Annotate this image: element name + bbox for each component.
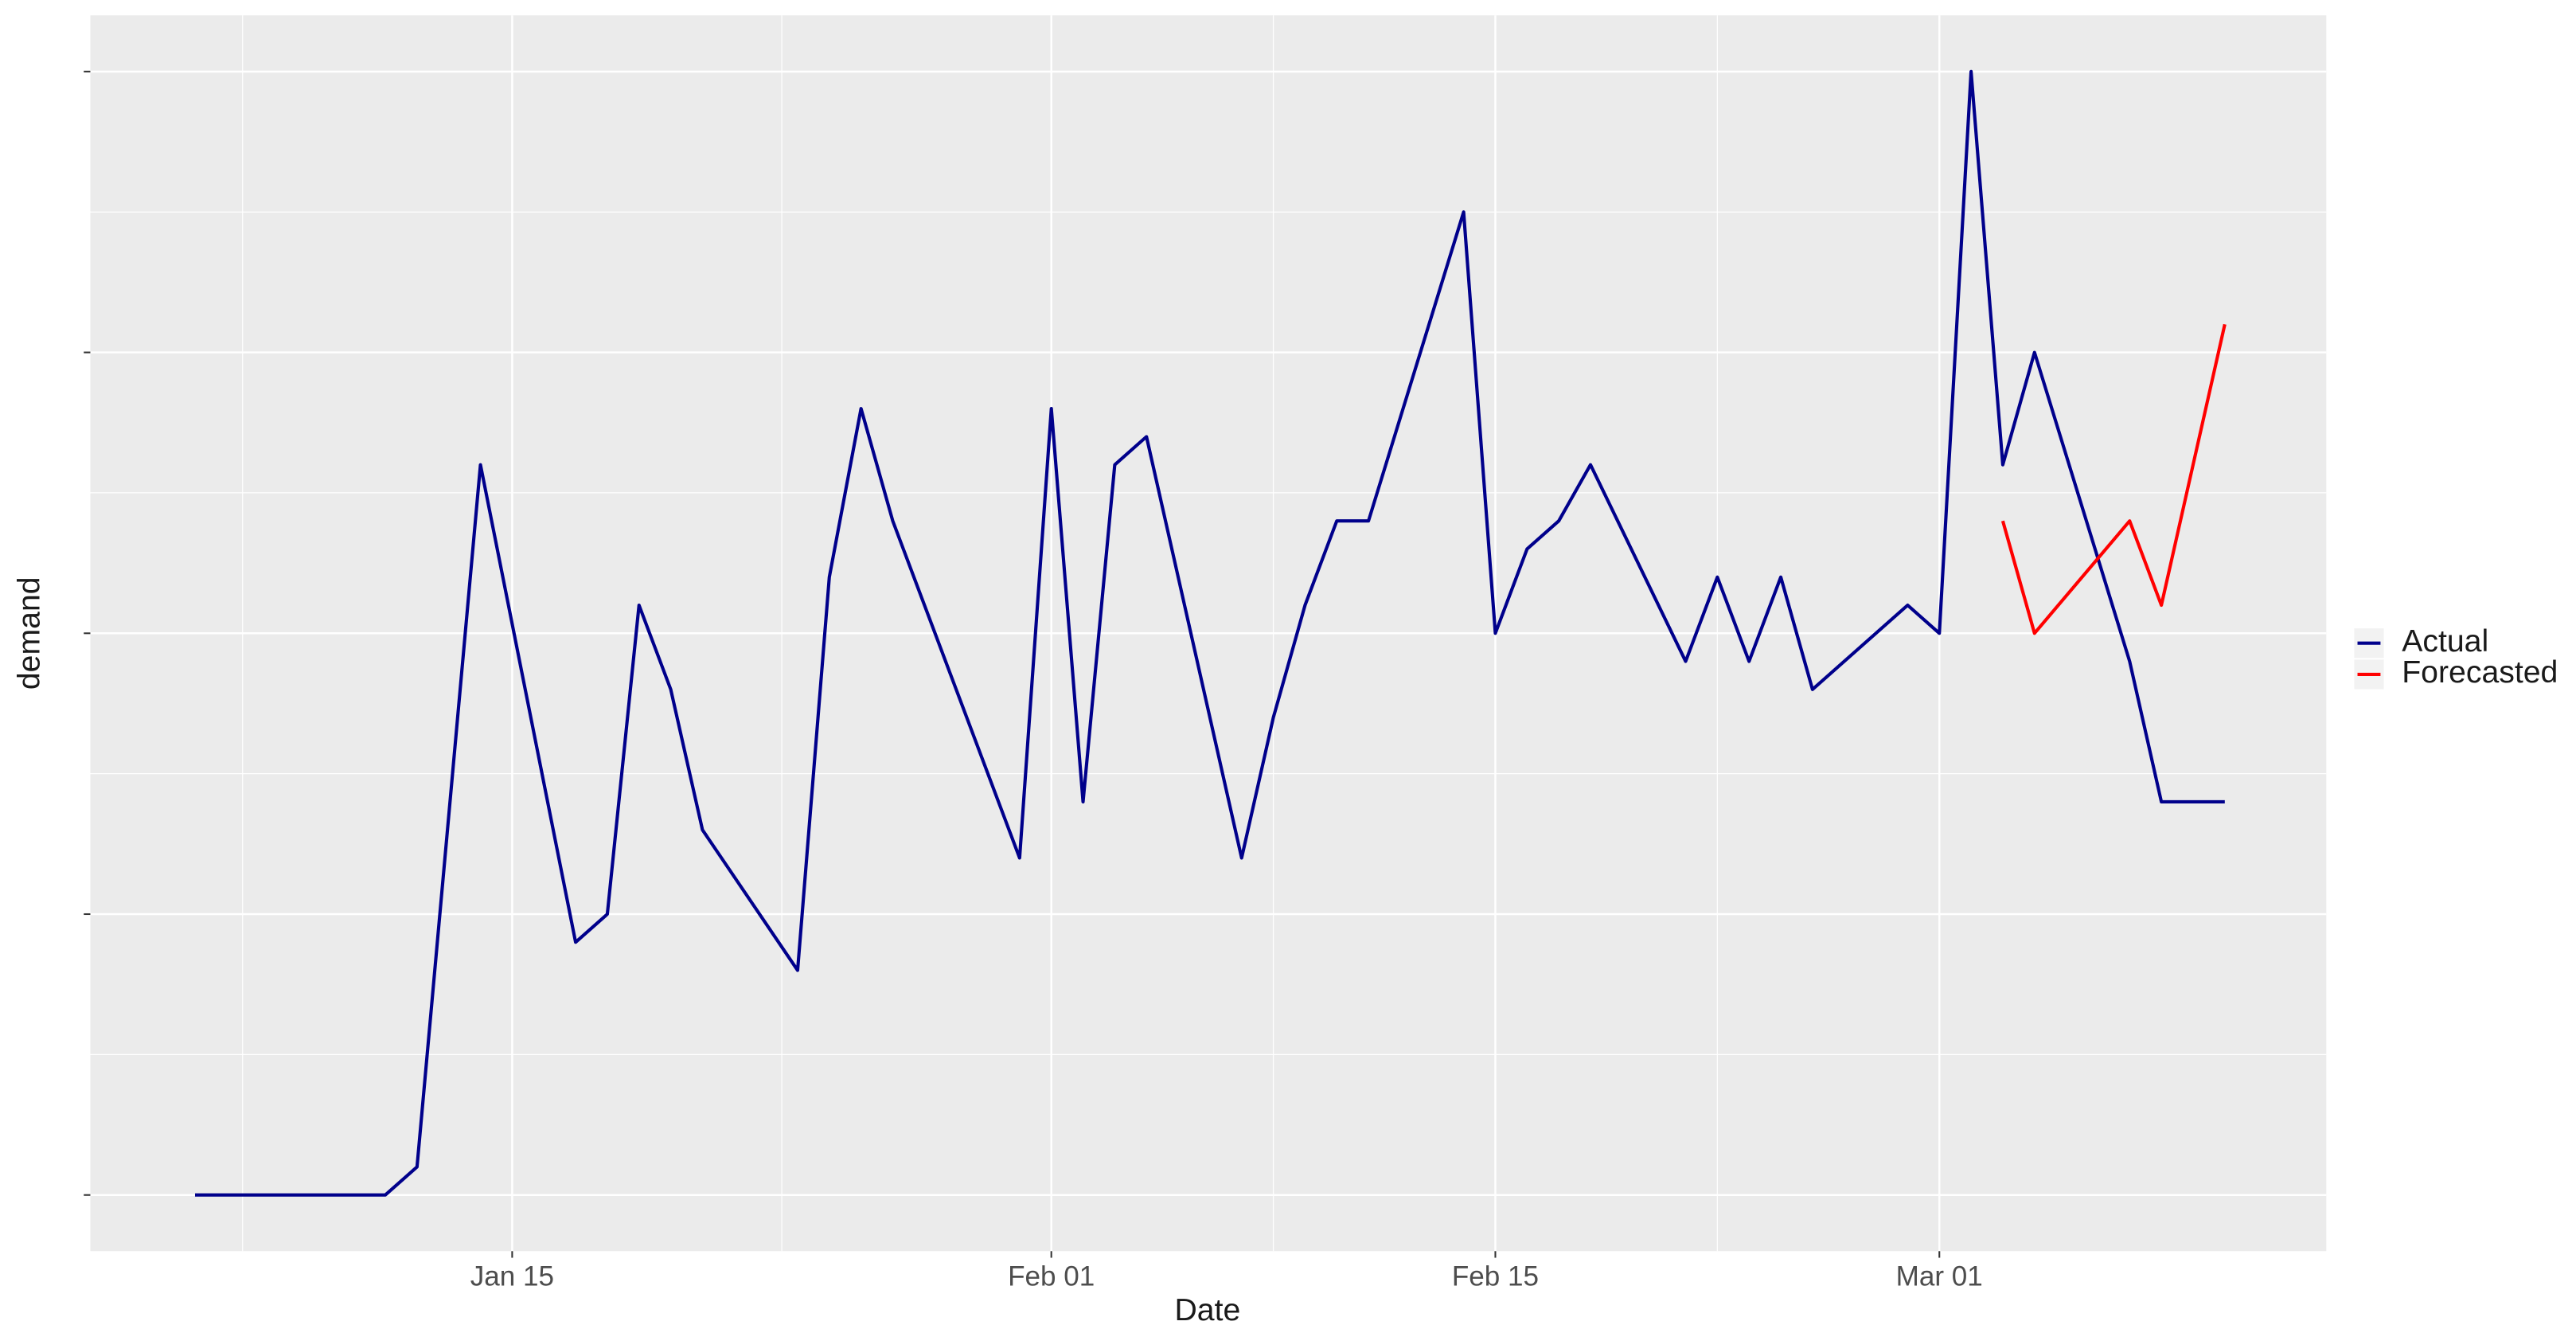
legend-label: Forecasted xyxy=(2402,655,2558,690)
x-tick-label: Mar 01 xyxy=(1896,1261,1983,1292)
x-tick-label: Jan 15 xyxy=(470,1261,554,1292)
y-axis-title: demand xyxy=(13,577,47,690)
lines xyxy=(194,69,2227,1197)
series-line xyxy=(194,69,2225,1197)
x-axis-title: Date xyxy=(1174,1293,1240,1327)
series-line xyxy=(2000,323,2227,635)
legend-label: Actual xyxy=(2402,624,2488,659)
x-tick-label: Feb 01 xyxy=(1008,1261,1095,1292)
x-tick-label: Feb 15 xyxy=(1452,1261,1539,1292)
